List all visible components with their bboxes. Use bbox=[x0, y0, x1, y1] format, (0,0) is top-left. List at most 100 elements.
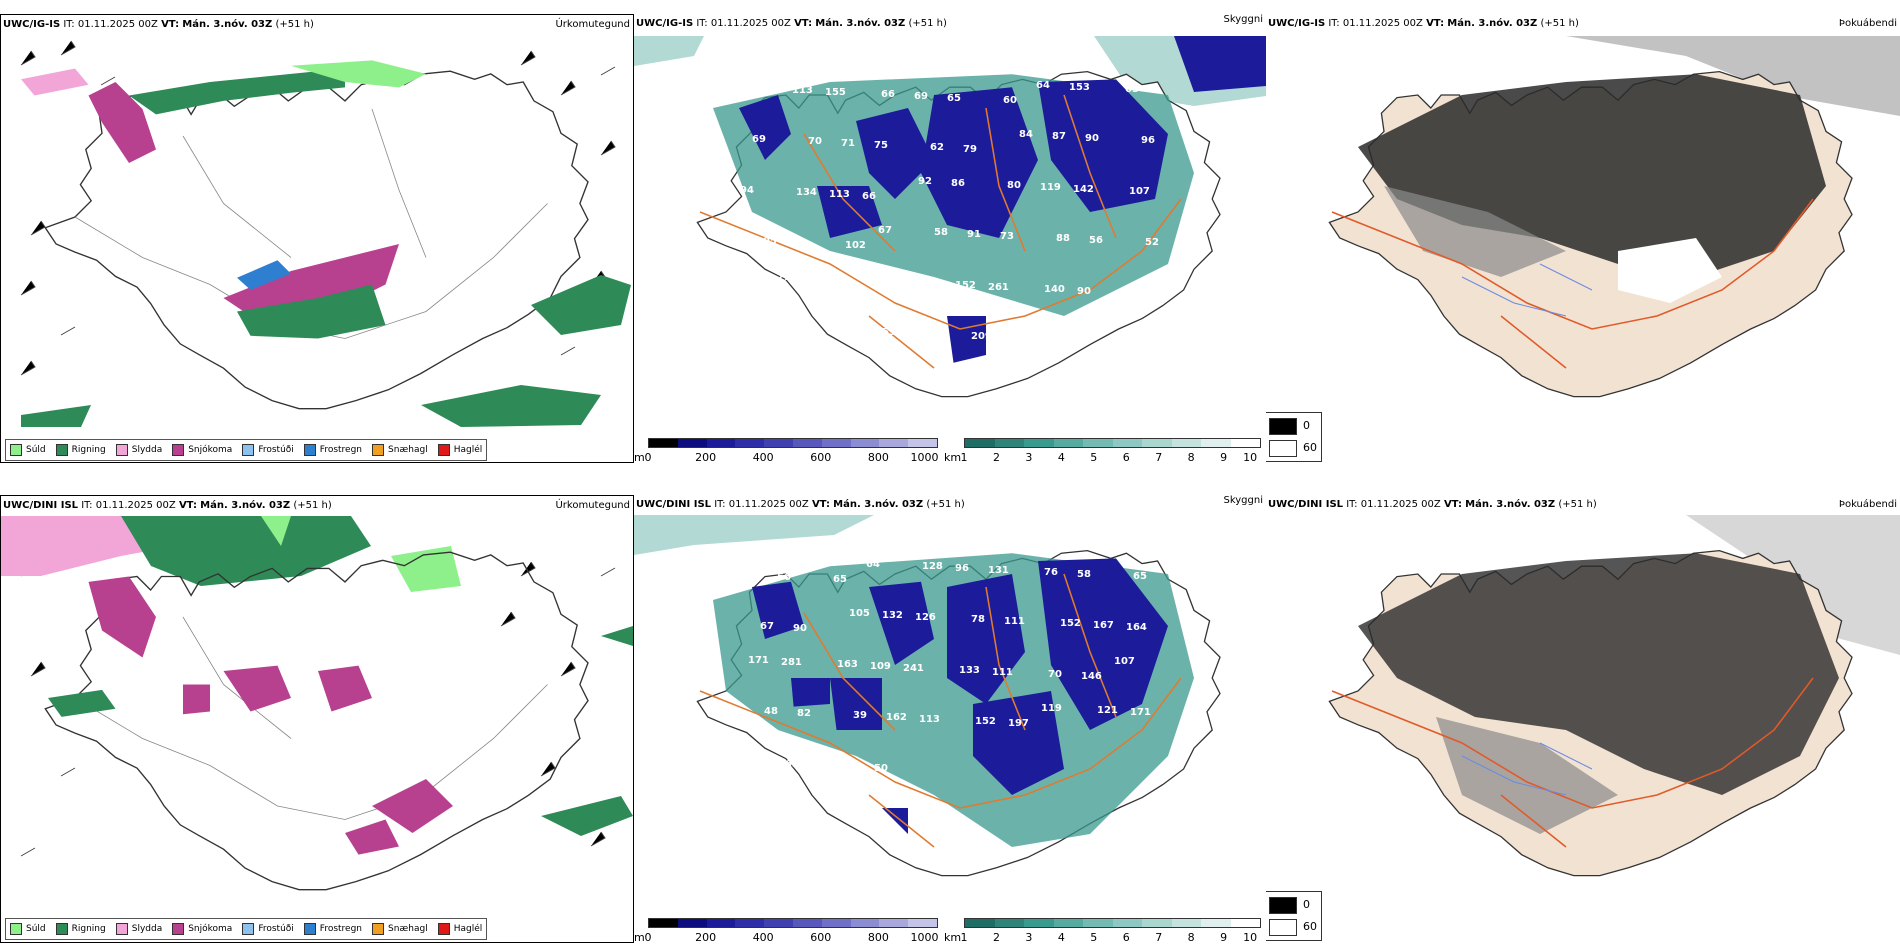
cloud-base-value: 84 bbox=[1019, 129, 1033, 140]
cloud-base-value: 39 bbox=[853, 710, 867, 721]
cloud-base-value: 60 bbox=[1003, 95, 1017, 106]
cloud-base-value: 80 bbox=[1007, 180, 1021, 191]
roads bbox=[1331, 198, 1814, 369]
cloud-base-value: 65 bbox=[947, 93, 961, 104]
cloud-base-value: 63 bbox=[785, 759, 799, 770]
drizzle-area bbox=[291, 60, 426, 88]
cloud-base-value: 52 bbox=[1145, 237, 1159, 248]
cloud-base-value: 65 bbox=[1133, 571, 1147, 582]
cloud-base-value: 81 bbox=[752, 757, 766, 768]
cloud-base-value: 91 bbox=[967, 229, 981, 240]
cloud-base-value: 96 bbox=[1141, 135, 1155, 146]
legend-item: Frostregn bbox=[303, 444, 362, 456]
cloud-base-value: 86 bbox=[951, 178, 965, 189]
cloud-base-labels: 66 56 65 64 128 96 131 76 58 65 67 90 105 132 126 78 111… bbox=[744, 559, 1151, 774]
cloud-base-value: 241 bbox=[903, 663, 924, 674]
snow-area-south bbox=[223, 244, 399, 325]
cloud-base-value: 66 bbox=[881, 89, 895, 100]
roads bbox=[1331, 677, 1814, 848]
freezing-rain-area bbox=[237, 260, 291, 290]
visibility-colorbar: km 1 2 3 4 5 6 7 8 9 10 bbox=[944, 916, 1264, 943]
precip-map bbox=[20, 40, 631, 427]
cloud-base-value: 94 bbox=[740, 185, 754, 196]
fog-index-map bbox=[1328, 515, 1900, 877]
cloud-base-value: 105 bbox=[756, 236, 777, 247]
cloud-base-value: 162 bbox=[760, 321, 781, 332]
fog-index-panel-row1: UWC/IG-IS IT: 01.11.2025 00Z VT: Mán. 3.… bbox=[1266, 14, 1900, 463]
cloud-base-value: 109 bbox=[870, 661, 891, 672]
cloud-base-value: 63 bbox=[1125, 84, 1139, 95]
cloud-area-dark bbox=[739, 79, 1168, 363]
cloud-base-value: 171 bbox=[748, 655, 769, 666]
cloud-base-value: 62 bbox=[930, 142, 944, 153]
cloud-base-map: 66 56 65 64 128 96 131 76 58 65 67 90 105 132 126 78 111… bbox=[634, 515, 1221, 877]
legend-item: Súld bbox=[10, 444, 46, 456]
legend-item: Haglél bbox=[437, 444, 482, 456]
legend-item: Rigning bbox=[55, 923, 106, 935]
roads bbox=[699, 573, 1182, 848]
cloud-base-value: 58 bbox=[1077, 569, 1091, 580]
fog-index-legend: 0 60 bbox=[1266, 412, 1322, 462]
cloud-base-value: 79 bbox=[963, 144, 977, 155]
snow-area bbox=[88, 82, 156, 163]
cloud-base-value: 69 bbox=[914, 91, 928, 102]
cloud-base-value: 78 bbox=[971, 614, 985, 625]
cloud-base-value: 107 bbox=[1114, 656, 1135, 667]
snow-area bbox=[88, 576, 453, 855]
rain-area-west bbox=[48, 689, 116, 717]
visibility-colorbar: km 1 2 3 4 5 6 7 8 9 10 bbox=[944, 436, 1264, 463]
cloud-base-value: 69 bbox=[752, 134, 766, 145]
cloud-base-colorbar: m 0 200 400 600 800 1000 bbox=[634, 436, 939, 463]
cloud-base-value: 96 bbox=[955, 563, 969, 574]
precip-type-legend: Súld Rigning Slydda Snjókoma Frostúði Fr… bbox=[5, 918, 488, 940]
cloud-base-value: 48 bbox=[764, 706, 778, 717]
legend-item: Snæhagl bbox=[372, 444, 428, 456]
panel-title: UWC/IG-IS IT: 01.11.2025 00Z VT: Mán. 3.… bbox=[636, 18, 947, 29]
cloud-base-value: 59 bbox=[882, 327, 896, 338]
cloud-base-value: 261 bbox=[988, 282, 1009, 293]
cloud-base-value: 165 bbox=[793, 323, 814, 334]
cloud-base-value: 64 bbox=[1036, 80, 1050, 91]
panel-title: UWC/IG-IS IT: 01.11.2025 00Z VT: Mán. 3.… bbox=[3, 19, 314, 30]
cloud-base-value: 64 bbox=[789, 238, 803, 249]
cloud-base-value: 113 bbox=[829, 189, 850, 200]
cloud-base-labels: 105 113 155 66 69 65 60 64 153 63 69 70 71 75 62 79 84 87… bbox=[736, 80, 1159, 342]
cloud-base-value: 105 bbox=[849, 608, 870, 619]
cloud-base-value: 164 bbox=[1126, 622, 1147, 633]
roads bbox=[699, 94, 1182, 369]
cloud-base-value: 171 bbox=[1130, 707, 1151, 718]
cloud-base-value: 140 bbox=[1044, 284, 1065, 295]
cloud-base-value: 66 bbox=[744, 570, 758, 581]
cloud-base-value: 113 bbox=[919, 714, 940, 725]
legend-item: Snjókoma bbox=[172, 444, 232, 456]
offshore-rain bbox=[21, 275, 631, 427]
cloud-base-value: 75 bbox=[874, 140, 888, 151]
legend-item: Frostúði bbox=[242, 923, 294, 935]
panel-parameter-name: Skyggni bbox=[1223, 495, 1263, 506]
cloud-base-value: 133 bbox=[959, 665, 980, 676]
fog-dark-area bbox=[1358, 553, 1839, 795]
cloud-base-value: 126 bbox=[915, 612, 936, 623]
cloud-base-value: 58 bbox=[934, 227, 948, 238]
cloud-base-value: 64 bbox=[866, 559, 880, 570]
panel-title: UWC/IG-IS IT: 01.11.2025 00Z VT: Mán. 3.… bbox=[1268, 18, 1579, 29]
cloud-base-value: 128 bbox=[922, 561, 943, 572]
cloud-base-value: 66 bbox=[862, 191, 876, 202]
cloud-base-value: 125 bbox=[818, 761, 839, 772]
rain-area bbox=[129, 68, 345, 115]
cloud-base-value: 152 bbox=[955, 280, 976, 291]
clear-area bbox=[1618, 238, 1722, 303]
cloud-base-value: 181 bbox=[866, 276, 887, 287]
cloud-base-value: 87 bbox=[1052, 131, 1066, 142]
cloud-base-value: 198 bbox=[922, 278, 943, 289]
panel-parameter-name: Þokuábendi bbox=[1838, 18, 1897, 29]
cloud-base-value: 162 bbox=[886, 712, 907, 723]
cloud-base-value: 105 bbox=[736, 83, 757, 94]
cloud-base-value: 152 bbox=[975, 716, 996, 727]
cloud-base-value: 163 bbox=[837, 659, 858, 670]
cloud-base-value: 153 bbox=[1069, 82, 1090, 93]
rivers bbox=[1461, 263, 1593, 317]
legend-item: Slydda bbox=[115, 444, 162, 456]
cloud-base-value: 65 bbox=[833, 574, 847, 585]
cloud-base-value: 132 bbox=[882, 610, 903, 621]
